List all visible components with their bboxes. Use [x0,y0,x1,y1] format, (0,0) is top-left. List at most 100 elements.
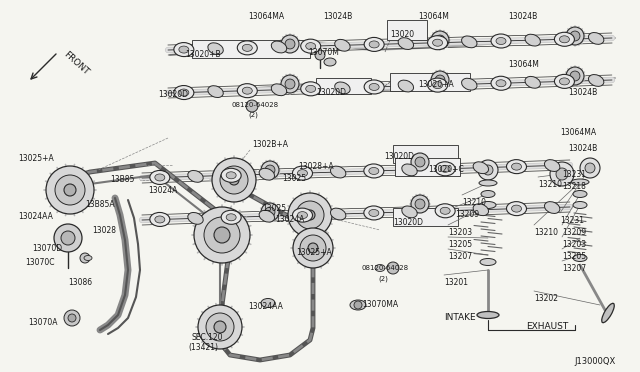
Circle shape [198,305,242,349]
Ellipse shape [398,38,413,49]
Circle shape [570,31,580,41]
Text: 13070A: 13070A [28,318,58,327]
Text: 13070C: 13070C [25,258,54,267]
Ellipse shape [525,34,540,46]
Text: 13024B: 13024B [508,12,537,21]
Circle shape [80,253,90,263]
Ellipse shape [188,212,204,224]
Circle shape [315,50,325,60]
Ellipse shape [511,163,522,170]
Ellipse shape [364,164,384,178]
Circle shape [55,175,85,205]
Circle shape [46,166,94,214]
Ellipse shape [259,210,275,222]
Bar [393,145,458,163]
Ellipse shape [237,41,257,55]
Ellipse shape [491,34,511,48]
Circle shape [61,231,75,245]
Circle shape [281,35,299,53]
Ellipse shape [364,38,384,51]
Ellipse shape [602,303,614,323]
Circle shape [68,314,76,322]
Circle shape [570,71,580,81]
Ellipse shape [150,170,170,185]
Circle shape [204,217,240,253]
Ellipse shape [375,264,385,272]
Circle shape [206,313,234,341]
Ellipse shape [491,76,511,90]
Ellipse shape [364,80,384,94]
Circle shape [431,31,449,49]
Text: 08120-64028: 08120-64028 [232,102,279,108]
Text: 13207: 13207 [448,252,472,261]
Ellipse shape [301,39,321,53]
Bar [393,208,458,226]
Text: 13209: 13209 [562,228,586,237]
Text: 13201: 13201 [444,278,468,287]
Ellipse shape [174,42,194,57]
Ellipse shape [588,74,604,86]
Ellipse shape [525,76,540,88]
Ellipse shape [259,168,275,180]
Ellipse shape [496,38,506,45]
Ellipse shape [573,202,587,208]
Text: 13024B: 13024B [323,12,352,21]
Text: 13203: 13203 [562,240,586,249]
Ellipse shape [588,32,604,44]
Bar [387,20,427,40]
Ellipse shape [440,207,450,214]
Circle shape [556,168,568,180]
Text: INTAKE: INTAKE [444,313,476,322]
Text: 13B85: 13B85 [110,175,134,184]
Circle shape [214,227,230,243]
Text: 08120-64028: 08120-64028 [362,265,409,271]
Circle shape [220,166,248,194]
Circle shape [550,162,574,186]
Ellipse shape [226,214,236,221]
Text: 13210: 13210 [538,180,562,189]
Ellipse shape [571,179,589,185]
Ellipse shape [369,209,379,217]
Circle shape [64,310,80,326]
Ellipse shape [261,298,275,308]
Text: 13025: 13025 [282,174,306,183]
Ellipse shape [402,164,417,176]
Ellipse shape [324,58,336,66]
Text: 13209: 13209 [455,210,479,219]
Ellipse shape [545,202,560,214]
Circle shape [305,210,315,220]
Ellipse shape [335,82,350,94]
Ellipse shape [330,166,346,178]
Text: 13070MA: 13070MA [362,300,398,309]
Text: 13210: 13210 [534,228,558,237]
Ellipse shape [335,39,350,51]
Ellipse shape [559,36,570,43]
Circle shape [431,71,449,89]
Circle shape [566,27,584,45]
Text: 13020+A: 13020+A [418,80,454,89]
Circle shape [285,39,295,49]
Circle shape [435,75,445,85]
Text: 13020D: 13020D [393,218,423,227]
Ellipse shape [428,36,447,50]
Ellipse shape [237,84,257,98]
Ellipse shape [271,84,287,96]
Ellipse shape [179,46,189,53]
Circle shape [354,301,362,309]
Ellipse shape [350,300,366,310]
Text: 13024A: 13024A [275,215,305,224]
Circle shape [229,175,239,185]
Text: (13421): (13421) [188,343,218,352]
Text: 13070D: 13070D [32,244,62,253]
Ellipse shape [480,202,496,208]
Ellipse shape [369,41,379,48]
Ellipse shape [179,89,189,96]
Circle shape [281,75,299,93]
Ellipse shape [150,212,170,227]
Bar [316,78,371,94]
Text: 13028: 13028 [92,226,116,235]
Bar [192,40,310,58]
Ellipse shape [559,78,570,85]
Text: (2): (2) [248,112,258,119]
Ellipse shape [473,204,488,216]
